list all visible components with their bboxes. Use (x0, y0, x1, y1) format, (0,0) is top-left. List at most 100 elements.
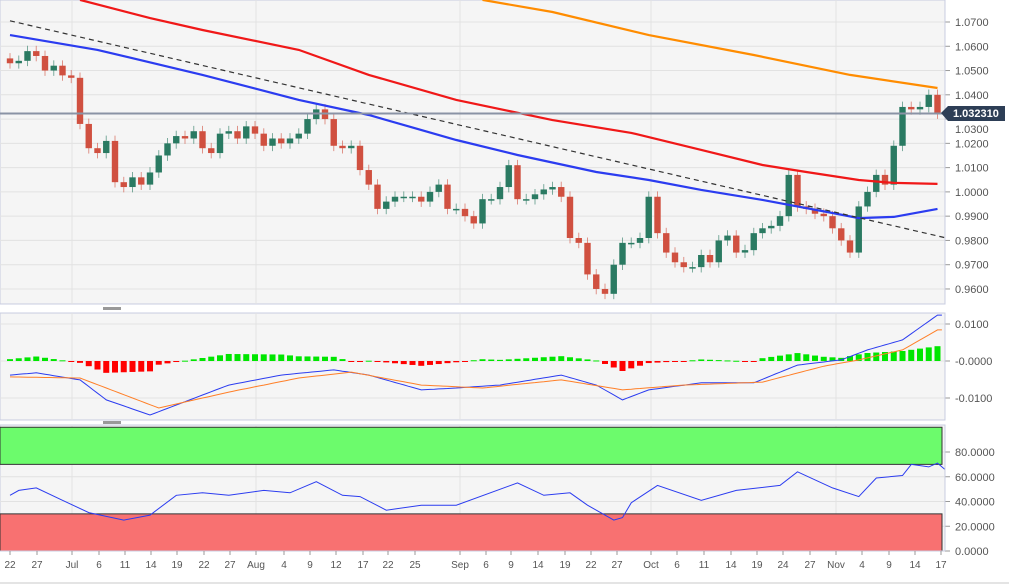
candle-up (496, 187, 504, 200)
macd-histogram-bar (602, 361, 608, 364)
macd-histogram-bar (540, 357, 547, 361)
candle-down (733, 235, 740, 253)
macd-histogram-bar (383, 361, 390, 363)
macd-histogram-bar (794, 353, 801, 361)
macd-histogram-bar (365, 360, 372, 362)
macd-histogram-bar (234, 354, 241, 361)
macd-histogram-bar (182, 360, 188, 362)
macd-signal-line (9, 329, 942, 409)
x-axis-label: 19 (751, 560, 763, 571)
candle-up (636, 238, 644, 243)
macd-histogram-bar (584, 359, 591, 361)
macd-histogram-bar (532, 357, 538, 361)
candle-up (225, 131, 232, 134)
price-axis-label: 0.9700 (955, 260, 989, 272)
macd-histogram-bar (715, 360, 722, 362)
macd-histogram-bar (663, 361, 670, 363)
candle-up (304, 119, 311, 134)
candle-up (479, 199, 486, 224)
candle-down (374, 184, 381, 209)
macd-histogram-bar (514, 358, 521, 361)
x-axis-label: 22 (585, 560, 597, 571)
macd-histogram-bar (269, 354, 276, 361)
candle-up (24, 51, 31, 61)
macd-histogram-bar (917, 348, 923, 361)
macd-line (9, 314, 942, 416)
candle-up (391, 196, 399, 202)
macd-histogram-bar (733, 360, 740, 362)
x-axis-label: 4 (281, 560, 287, 571)
macd-histogram-bar (549, 356, 556, 361)
candle-down (418, 196, 425, 202)
candle-up (164, 143, 171, 156)
candle-down (566, 196, 574, 239)
x-axis-label: 22 (382, 560, 394, 571)
macd-histogram-bar (873, 352, 880, 361)
macd-histogram-bar (68, 361, 75, 362)
x-axis-label: 19 (559, 560, 571, 571)
macd-histogram-bar (558, 356, 565, 361)
macd-histogram-bar (7, 359, 13, 361)
macd-axis-label: 0.0100 (955, 319, 989, 331)
macd-histogram-bar (190, 359, 197, 361)
candle-down (846, 240, 854, 253)
macd-histogram-bar (882, 352, 888, 361)
x-axis-label: 9 (307, 560, 313, 571)
macd-histogram-bar (479, 359, 486, 361)
macd-histogram-bar (777, 355, 783, 361)
macd-histogram-bar (392, 361, 398, 364)
price-axis-label: 1.0000 (955, 187, 989, 199)
macd-histogram-bar (619, 361, 626, 371)
macd-histogram-bar (199, 357, 206, 361)
candle-down (838, 228, 845, 241)
candle-up (383, 201, 390, 209)
macd-histogram-bar (59, 360, 66, 362)
price-axis-label: 1.0700 (955, 17, 989, 29)
macd-histogram-bar (890, 351, 897, 361)
panel-resize-handle-2[interactable] (103, 421, 121, 424)
x-axis-label: Oct (643, 560, 659, 571)
candle-up (146, 172, 154, 185)
candle-down (365, 170, 372, 185)
price-axis-label: 0.9800 (955, 235, 989, 247)
price-panel[interactable] (0, 0, 946, 300)
x-axis-label: 9 (886, 560, 892, 571)
macd-histogram-bar (94, 361, 101, 370)
candle-down (251, 126, 259, 134)
rsi-panel[interactable] (0, 426, 946, 551)
candle-down (330, 119, 337, 146)
macd-histogram-bar (120, 361, 127, 373)
candle-up (610, 264, 617, 294)
candle-down (829, 216, 836, 229)
macd-axis-label: -0.0100 (955, 393, 992, 405)
candle-up (768, 225, 775, 229)
x-axis-label: 19 (171, 560, 183, 571)
rsi-axis-label: 60.0000 (955, 472, 995, 484)
macd-histogram-bar (173, 361, 180, 363)
candle-up (899, 106, 906, 146)
x-axis-label: 14 (725, 560, 737, 571)
x-axis-label: 11 (120, 560, 131, 571)
candle-down (278, 138, 285, 144)
macd-histogram-bar (785, 354, 792, 361)
candle-down (593, 274, 600, 289)
price-panel-bg (0, 0, 946, 305)
macd-histogram-bar (698, 359, 705, 361)
macd-panel[interactable] (7, 314, 942, 416)
macd-histogram-bar (925, 347, 932, 361)
macd-histogram-bar (339, 359, 346, 361)
candle-up (916, 106, 924, 110)
x-axis-label: 6 (674, 560, 680, 571)
candle-up (715, 240, 722, 263)
panel-resize-handle-1[interactable] (103, 307, 121, 310)
macd-histogram-bar (295, 356, 302, 361)
candle-up (348, 145, 355, 149)
rsi-axis-label: 80.0000 (955, 447, 995, 459)
macd-histogram-bar (304, 356, 311, 361)
moving-average-line (79, 0, 938, 185)
price-axis-label: 1.0400 (955, 90, 989, 102)
x-axis-label: 4 (859, 560, 865, 571)
candle-down (794, 174, 801, 207)
macd-histogram-bar (820, 356, 827, 361)
